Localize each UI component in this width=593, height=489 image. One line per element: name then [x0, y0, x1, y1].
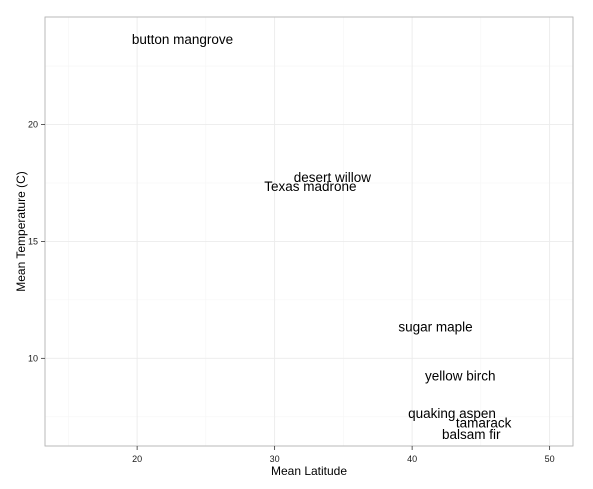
- x-tick-label: 20: [132, 454, 142, 464]
- y-tick-label: 20: [28, 120, 38, 130]
- point-label: sugar maple: [398, 319, 472, 334]
- x-tick-label: 30: [270, 454, 280, 464]
- y-axis-title: Mean Temperature (C): [14, 171, 28, 292]
- point-label: quaking aspen: [408, 406, 496, 421]
- major-grid: [45, 17, 573, 446]
- x-tick-label: 40: [407, 454, 417, 464]
- y-tick-label: 15: [28, 236, 38, 246]
- y-axis-ticks: 10 15 20: [28, 120, 45, 363]
- x-tick-label: 50: [545, 454, 555, 464]
- y-tick-label: 10: [28, 353, 38, 363]
- point-label: tamarack: [456, 415, 512, 430]
- plot-panel-border: [44, 16, 574, 447]
- point-label: button mangrove: [132, 32, 233, 47]
- minor-grid: [45, 17, 573, 446]
- point-label: Texas madrone: [264, 179, 356, 194]
- x-axis-title: Mean Latitude: [271, 464, 347, 478]
- x-axis-ticks: 20 30 40 50: [132, 446, 555, 464]
- point-label: desert willow: [294, 170, 372, 185]
- point-label: balsam fir: [442, 427, 501, 442]
- point-label: yellow birch: [425, 369, 496, 384]
